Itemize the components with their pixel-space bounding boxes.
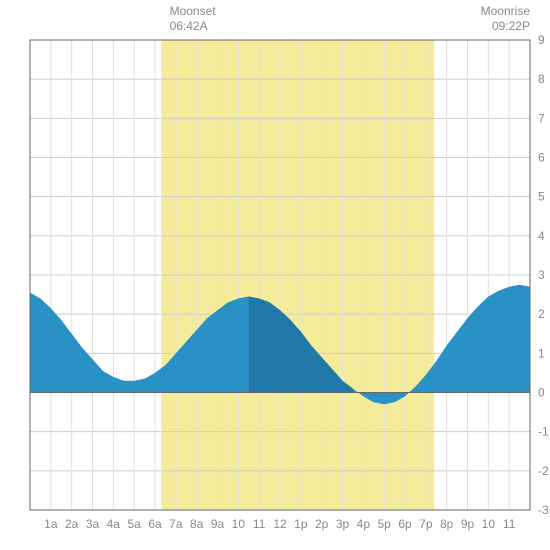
x-tick-label: 9p	[461, 517, 475, 531]
x-tick-label: 6a	[148, 517, 162, 531]
y-tick-label: 6	[538, 151, 545, 165]
x-tick-label: 5p	[377, 517, 391, 531]
chart-svg: -3-2-101234567891a2a3a4a5a6a7a8a9a101112…	[0, 0, 550, 550]
moonset-label: Moonset	[170, 4, 217, 18]
x-tick-label: 11	[253, 517, 266, 531]
y-tick-label: -1	[538, 425, 549, 439]
y-tick-label: 7	[538, 111, 545, 125]
x-tick-label: 11	[503, 517, 516, 531]
y-tick-label: 5	[538, 190, 545, 204]
x-tick-label: 2a	[65, 517, 79, 531]
x-tick-label: 1a	[44, 517, 58, 531]
moonrise-time: 09:22P	[492, 19, 530, 33]
y-tick-label: 4	[538, 229, 545, 243]
x-tick-label: 8a	[190, 517, 204, 531]
x-tick-label: 1p	[294, 517, 308, 531]
x-tick-label: 2p	[315, 517, 329, 531]
moonset-time: 06:42A	[170, 19, 208, 33]
y-tick-label: 2	[538, 307, 545, 321]
y-tick-label: 0	[538, 386, 545, 400]
x-tick-label: 7p	[419, 517, 433, 531]
x-tick-label: 3a	[86, 517, 100, 531]
x-tick-label: 8p	[440, 517, 454, 531]
moonrise-label: Moonrise	[481, 4, 531, 18]
x-tick-label: 6p	[398, 517, 412, 531]
y-tick-label: 1	[538, 346, 545, 360]
y-tick-label: 3	[538, 268, 545, 282]
x-tick-label: 3p	[336, 517, 350, 531]
y-tick-label: 8	[538, 72, 545, 86]
y-tick-label: -2	[538, 464, 549, 478]
x-tick-label: 4a	[107, 517, 121, 531]
x-tick-label: 10	[482, 517, 496, 531]
x-tick-label: 5a	[127, 517, 141, 531]
x-tick-label: 7a	[169, 517, 183, 531]
y-tick-label: 9	[538, 33, 545, 47]
x-tick-label: 9a	[211, 517, 225, 531]
x-tick-label: 12	[273, 517, 287, 531]
tide-chart: -3-2-101234567891a2a3a4a5a6a7a8a9a101112…	[0, 0, 550, 550]
x-tick-label: 4p	[357, 517, 371, 531]
y-tick-label: -3	[538, 503, 549, 517]
x-tick-label: 10	[232, 517, 246, 531]
